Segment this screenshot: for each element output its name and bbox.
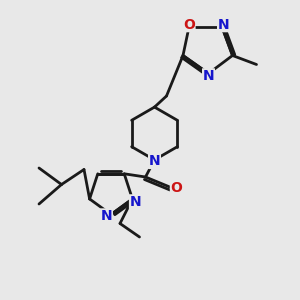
Text: O: O xyxy=(170,181,182,194)
Text: O: O xyxy=(183,18,195,32)
Text: N: N xyxy=(218,18,229,32)
Text: N: N xyxy=(130,195,141,209)
Text: N: N xyxy=(149,154,160,168)
Text: N: N xyxy=(203,69,214,83)
Text: N: N xyxy=(101,209,112,223)
